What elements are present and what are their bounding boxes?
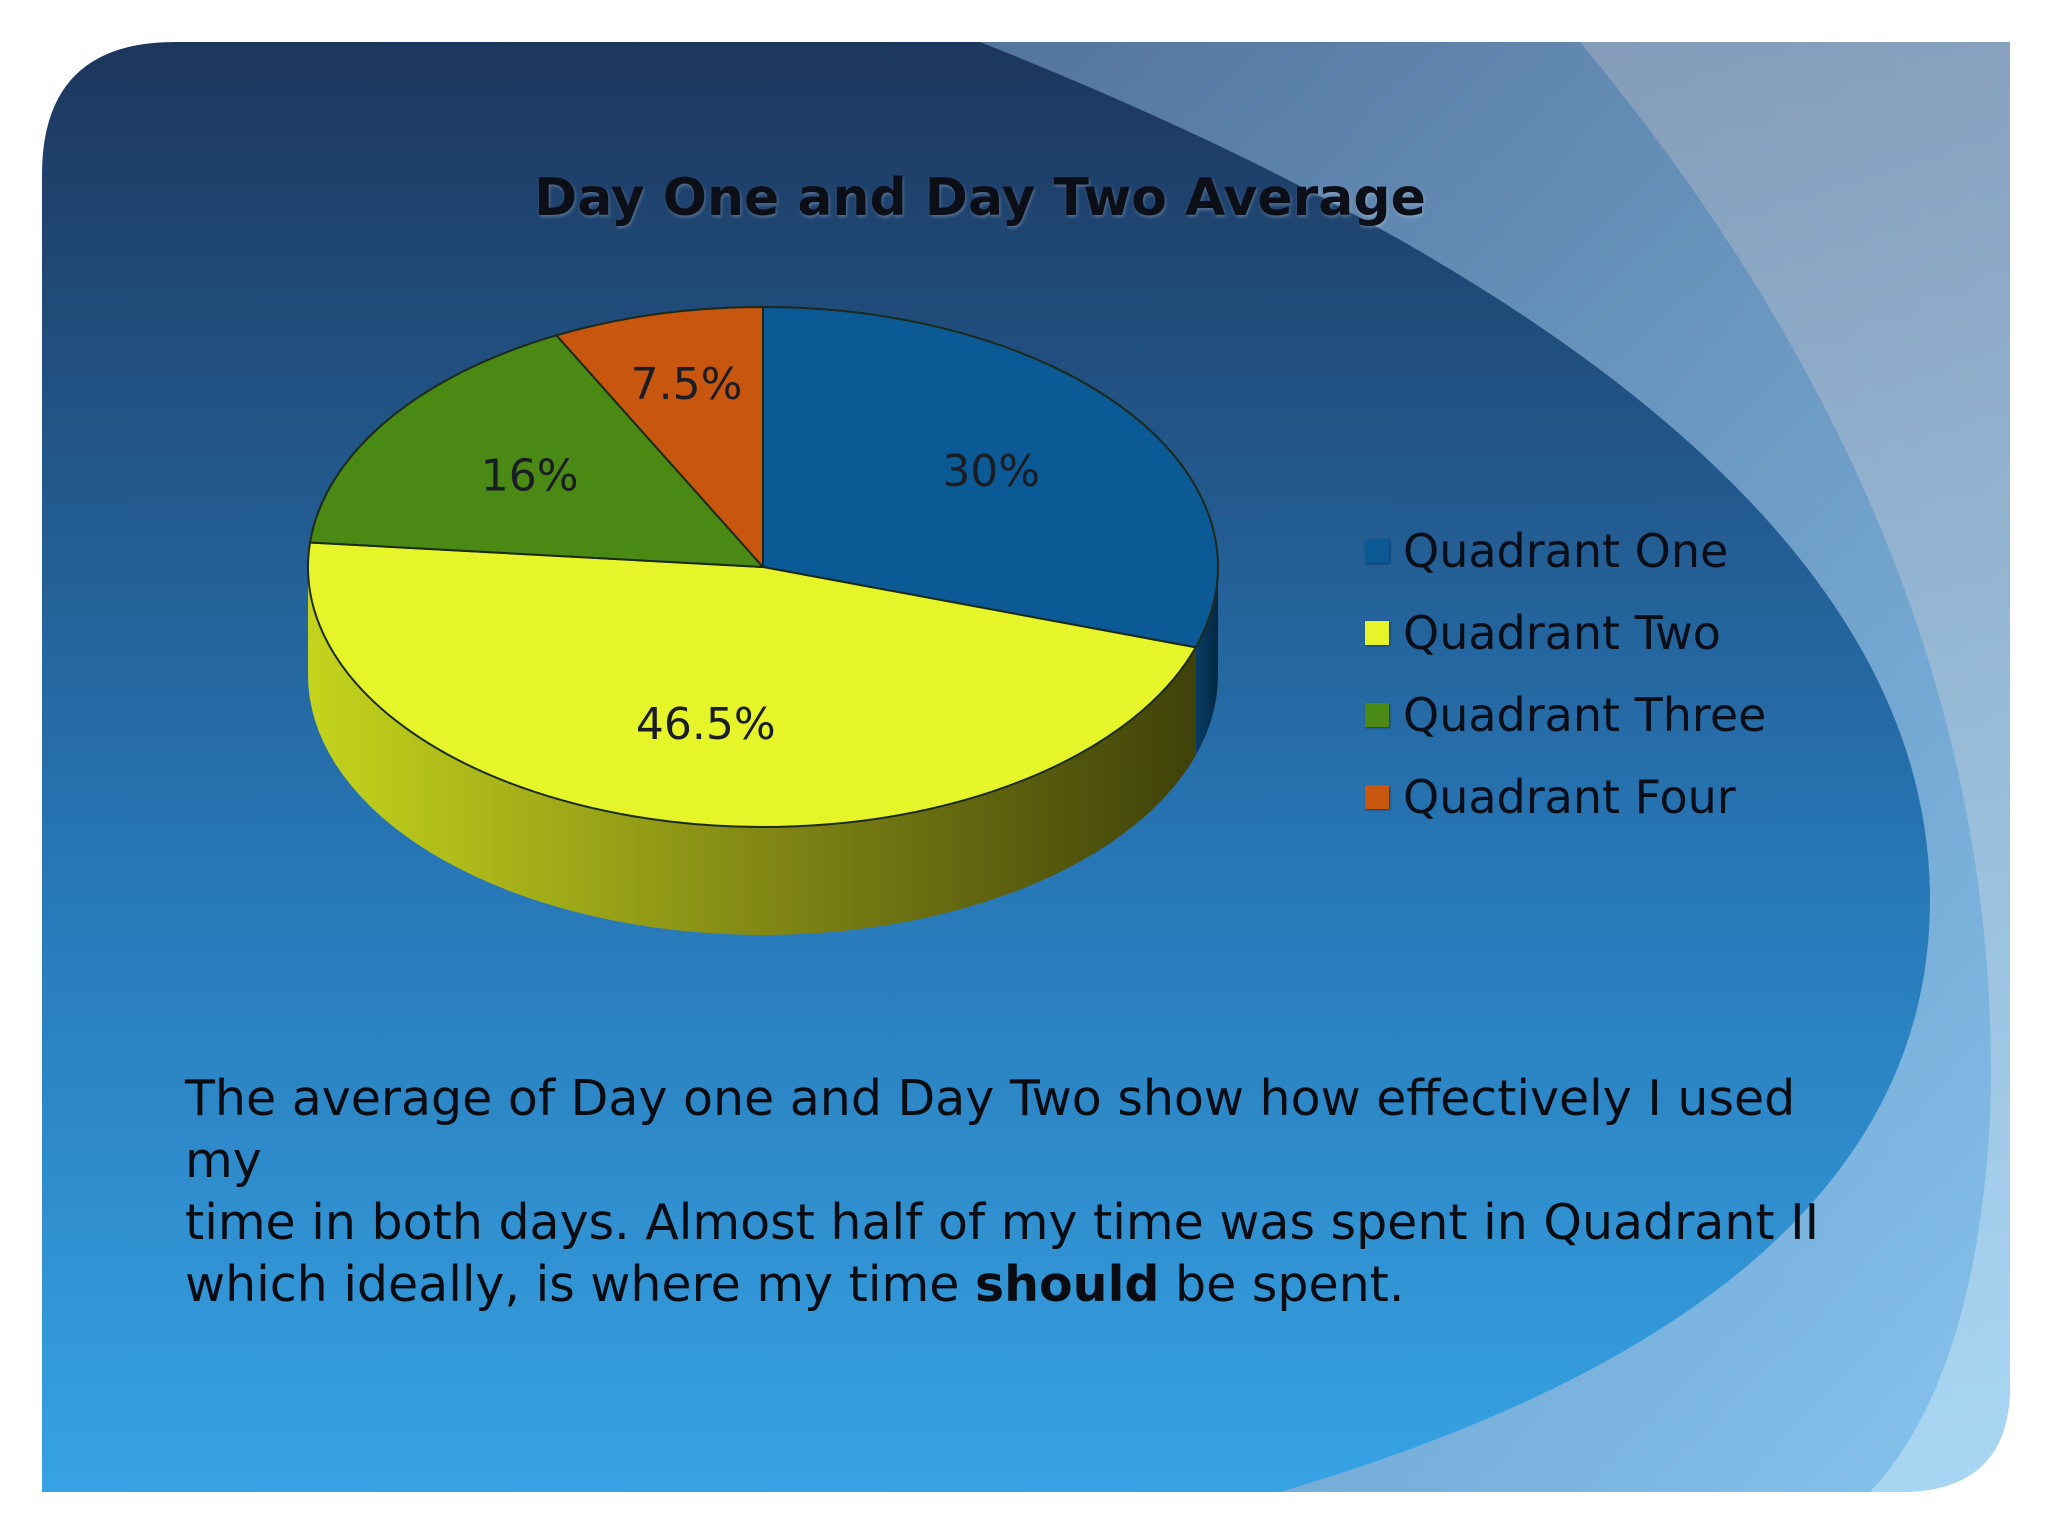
pie-data-label: 46.5% xyxy=(636,699,776,750)
legend-label: Quadrant Three xyxy=(1403,688,1767,742)
legend-item-quadrant-two: Quadrant Two xyxy=(1365,592,1766,674)
description-line-3-end: be spent. xyxy=(1159,1256,1405,1313)
description-line-1: The average of Day one and Day Two show … xyxy=(185,1070,1796,1189)
legend-swatch xyxy=(1365,703,1389,727)
pie-side-2 xyxy=(307,567,1196,936)
description-text: The average of Day one and Day Two show … xyxy=(185,1068,1825,1316)
chart-legend: Quadrant One Quadrant Two Quadrant Three… xyxy=(1365,510,1766,838)
pie-slice-4 xyxy=(555,306,764,568)
legend-swatch xyxy=(1365,539,1389,563)
pie-slice-3 xyxy=(309,334,764,568)
legend-item-quadrant-three: Quadrant Three xyxy=(1365,674,1766,756)
pie-data-label: 30% xyxy=(942,446,1040,497)
description-line-3: which ideally, is where my time xyxy=(185,1256,975,1313)
description-bold-word: should xyxy=(974,1256,1160,1313)
legend-item-quadrant-four: Quadrant Four xyxy=(1365,756,1766,838)
pie-chart: 30% 46.5% 16% 7.5% xyxy=(307,306,1219,936)
pie-data-label: 7.5% xyxy=(631,359,743,410)
legend-label: Quadrant Four xyxy=(1403,770,1736,824)
legend-swatch xyxy=(1365,785,1389,809)
chart-title: Day One and Day Two Average xyxy=(534,168,1426,228)
description-line-2: time in both days. Almost half of my tim… xyxy=(185,1194,1820,1251)
pie-side-1 xyxy=(1195,567,1218,756)
pie-data-label: 16% xyxy=(481,450,579,501)
legend-label: Quadrant Two xyxy=(1403,606,1721,660)
pie-slice-1 xyxy=(762,306,1219,649)
legend-swatch xyxy=(1365,621,1389,645)
pie-slice-2 xyxy=(307,541,1197,828)
legend-item-quadrant-one: Quadrant One xyxy=(1365,510,1766,592)
legend-label: Quadrant One xyxy=(1403,524,1729,578)
